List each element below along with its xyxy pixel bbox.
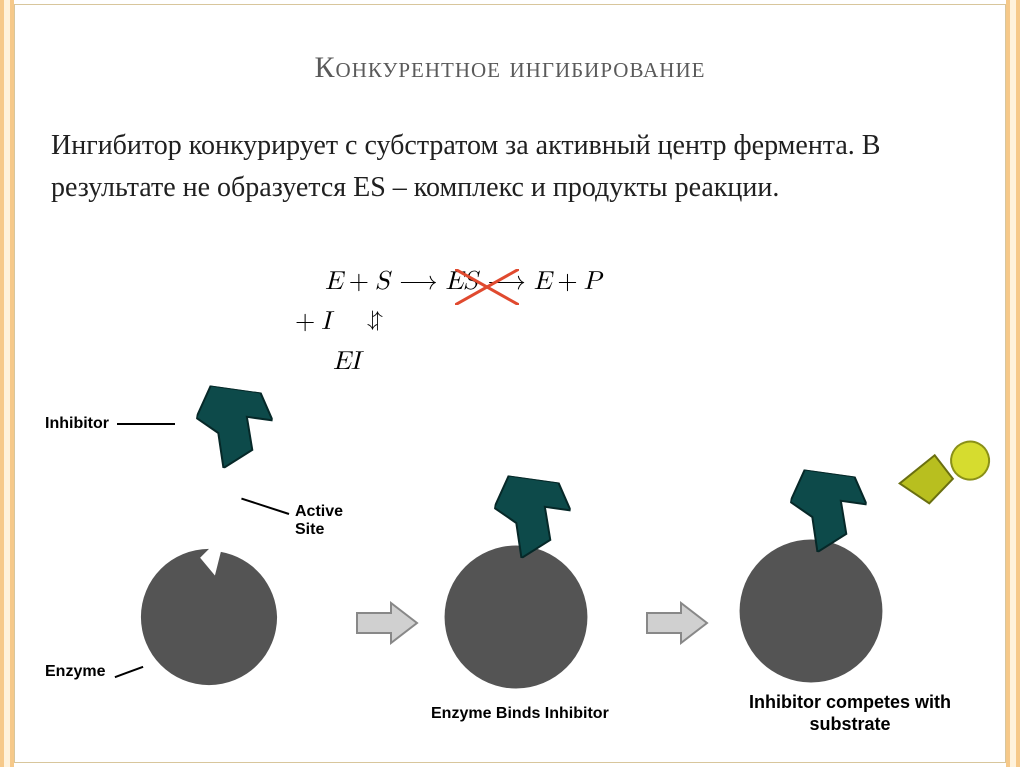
eq-E2: E bbox=[534, 269, 552, 295]
pointer-line bbox=[241, 498, 289, 515]
step-arrow-icon bbox=[645, 601, 709, 645]
label-binds: Enzyme Binds Inhibitor bbox=[431, 705, 609, 723]
eq-plus2: + bbox=[551, 269, 583, 295]
inhibitor-shape bbox=[190, 384, 276, 474]
substrate-shape bbox=[889, 433, 1001, 515]
inhibitor-shape bbox=[784, 468, 870, 558]
diagram-area: Inhibitor Active Site Enzyme Enzyme Bind… bbox=[45, 383, 1005, 743]
enzyme-shape bbox=[440, 541, 592, 693]
pointer-line bbox=[117, 423, 175, 425]
enzyme-shape bbox=[135, 543, 283, 691]
pointer-line bbox=[114, 666, 143, 678]
cross-icon bbox=[455, 269, 519, 305]
frame-stripe bbox=[1020, 0, 1024, 767]
enzyme-shape bbox=[735, 535, 887, 687]
eq-S: S bbox=[375, 269, 389, 295]
label-active-site: Active Site bbox=[295, 503, 355, 539]
eq-plus: + bbox=[343, 269, 375, 295]
slide-title: Конкурентное ингибирование bbox=[15, 51, 1005, 85]
step-arrow-icon bbox=[355, 601, 419, 645]
enzyme-body bbox=[141, 549, 277, 685]
eq-plus-I: +I bbox=[289, 307, 331, 338]
label-inhibitor: Inhibitor bbox=[45, 415, 175, 433]
inhibitor-shape bbox=[488, 474, 574, 564]
eq-E: E bbox=[325, 269, 343, 295]
label-competes: Inhibitor competes with substrate bbox=[745, 691, 955, 735]
eq-P: P bbox=[584, 269, 602, 295]
eq-EI: EI bbox=[333, 347, 360, 378]
slide-canvas: Конкурентное ингибирование Ингибитор кон… bbox=[14, 4, 1006, 763]
eq-arrow1: ⟶ bbox=[389, 269, 445, 295]
label-enzyme: Enzyme bbox=[45, 663, 144, 681]
body-paragraph: Ингибитор конкурирует с субстратом за ак… bbox=[51, 125, 969, 209]
double-arrow-icon: ↓↑ bbox=[367, 307, 377, 333]
